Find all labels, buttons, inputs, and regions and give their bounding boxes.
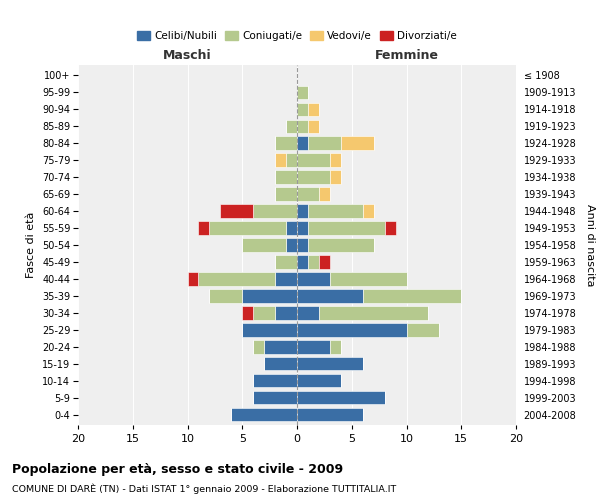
Bar bbox=[199, 222, 209, 234]
Bar bbox=[297, 340, 330, 353]
Bar bbox=[297, 154, 330, 166]
Bar bbox=[253, 204, 297, 218]
Bar bbox=[297, 391, 385, 404]
Bar bbox=[275, 272, 297, 285]
Bar bbox=[297, 256, 308, 268]
Bar bbox=[264, 357, 297, 370]
Bar bbox=[330, 272, 407, 285]
Bar bbox=[297, 238, 308, 252]
Bar bbox=[199, 272, 275, 285]
Bar bbox=[362, 290, 461, 302]
Text: Popolazione per età, sesso e stato civile - 2009: Popolazione per età, sesso e stato civil… bbox=[12, 462, 343, 475]
Bar bbox=[275, 188, 297, 200]
Bar bbox=[407, 324, 439, 336]
Bar bbox=[362, 204, 374, 218]
Legend: Celibi/Nubili, Coniugati/e, Vedovi/e, Divorziati/e: Celibi/Nubili, Coniugati/e, Vedovi/e, Di… bbox=[133, 27, 461, 46]
Bar bbox=[275, 154, 286, 166]
Text: Maschi: Maschi bbox=[163, 48, 212, 62]
Bar bbox=[253, 306, 275, 320]
Bar bbox=[242, 238, 286, 252]
Bar bbox=[264, 340, 297, 353]
Bar bbox=[297, 222, 308, 234]
Bar bbox=[209, 222, 286, 234]
Bar bbox=[242, 290, 297, 302]
Bar bbox=[297, 204, 308, 218]
Bar bbox=[330, 340, 341, 353]
Bar bbox=[275, 306, 297, 320]
Bar bbox=[232, 408, 297, 422]
Bar bbox=[319, 256, 330, 268]
Bar bbox=[220, 204, 253, 218]
Bar bbox=[341, 136, 374, 149]
Bar bbox=[286, 238, 297, 252]
Bar bbox=[297, 324, 407, 336]
Bar bbox=[275, 256, 297, 268]
Bar bbox=[297, 170, 330, 183]
Y-axis label: Fasce di età: Fasce di età bbox=[26, 212, 37, 278]
Text: Femmine: Femmine bbox=[374, 48, 439, 62]
Bar bbox=[275, 136, 297, 149]
Bar bbox=[308, 238, 374, 252]
Bar bbox=[330, 154, 341, 166]
Bar bbox=[286, 154, 297, 166]
Bar bbox=[297, 290, 362, 302]
Bar bbox=[275, 170, 297, 183]
Bar bbox=[308, 120, 319, 133]
Bar bbox=[253, 374, 297, 388]
Bar bbox=[319, 306, 428, 320]
Bar bbox=[319, 188, 330, 200]
Bar bbox=[330, 170, 341, 183]
Bar bbox=[209, 290, 242, 302]
Bar bbox=[297, 272, 330, 285]
Bar bbox=[297, 408, 362, 422]
Bar bbox=[308, 256, 319, 268]
Bar bbox=[297, 374, 341, 388]
Bar bbox=[297, 102, 308, 116]
Bar bbox=[297, 357, 362, 370]
Bar bbox=[308, 222, 385, 234]
Bar bbox=[308, 102, 319, 116]
Bar bbox=[308, 136, 341, 149]
Bar bbox=[187, 272, 199, 285]
Bar bbox=[297, 306, 319, 320]
Bar bbox=[242, 306, 253, 320]
Y-axis label: Anni di nascita: Anni di nascita bbox=[585, 204, 595, 286]
Bar bbox=[308, 204, 362, 218]
Bar bbox=[297, 188, 319, 200]
Bar bbox=[253, 391, 297, 404]
Text: COMUNE DI DARÈ (TN) - Dati ISTAT 1° gennaio 2009 - Elaborazione TUTTITALIA.IT: COMUNE DI DARÈ (TN) - Dati ISTAT 1° genn… bbox=[12, 484, 396, 494]
Bar bbox=[253, 340, 264, 353]
Bar bbox=[385, 222, 395, 234]
Bar bbox=[242, 324, 297, 336]
Bar bbox=[297, 120, 308, 133]
Bar bbox=[297, 136, 308, 149]
Bar bbox=[286, 120, 297, 133]
Bar bbox=[297, 86, 308, 99]
Bar bbox=[286, 222, 297, 234]
